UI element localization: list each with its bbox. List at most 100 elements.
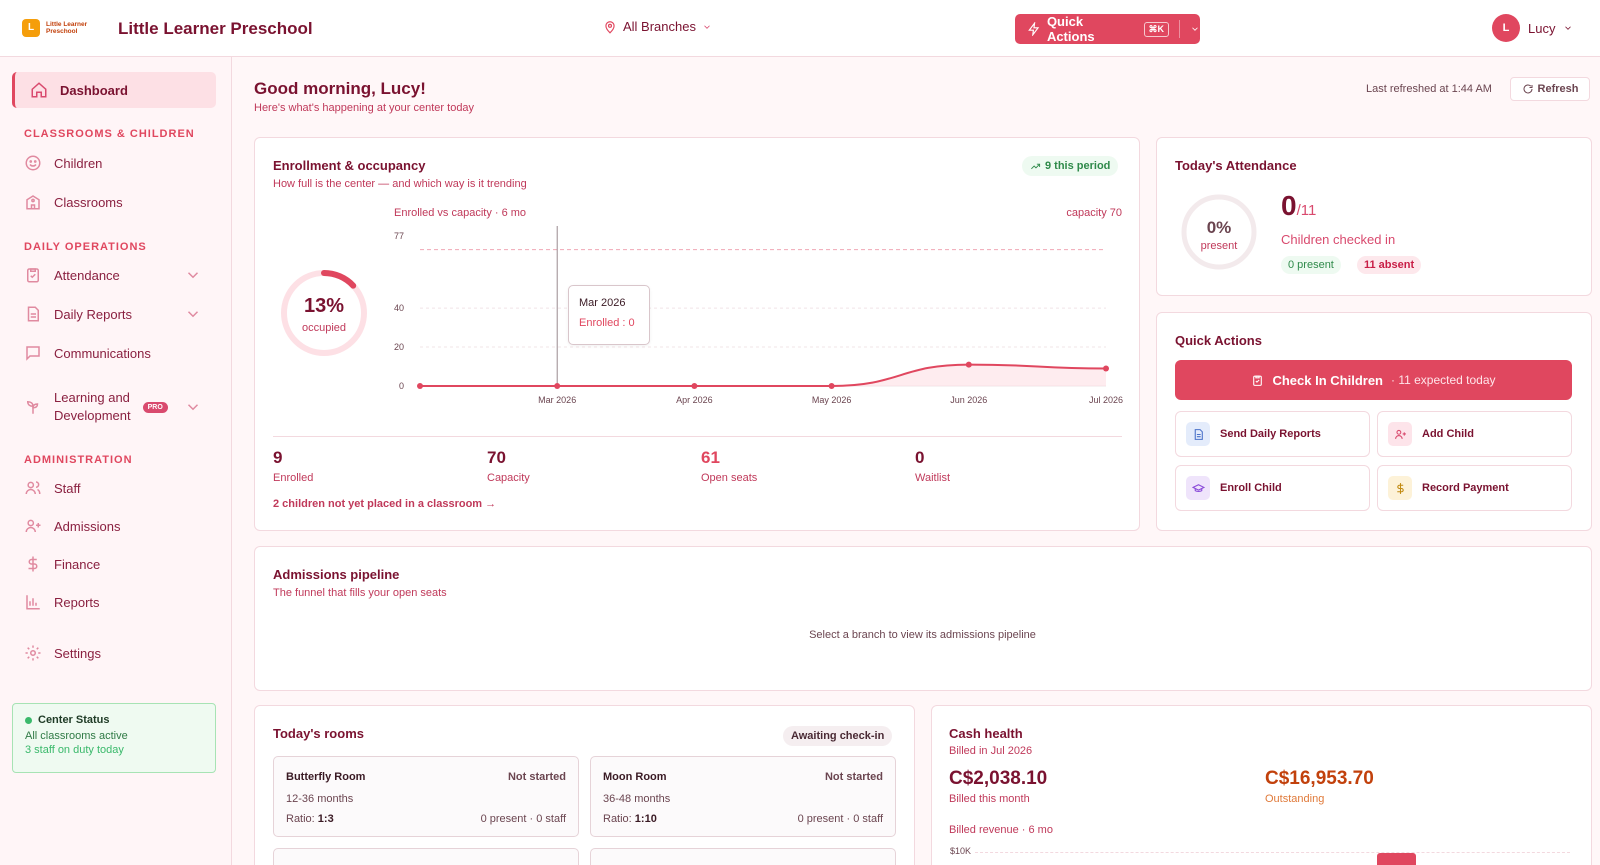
occupancy-percent: 13% — [303, 295, 345, 317]
room-count: 0 present · 0 staff — [480, 813, 566, 825]
sidebar-item-label: Admissions — [54, 518, 121, 534]
sidebar-item-label: Communications — [54, 345, 151, 361]
capacity-caption: capacity 70 — [1066, 207, 1122, 219]
chevron-down-icon[interactable] — [184, 398, 202, 416]
tooltip-title: Mar 2026 — [579, 297, 626, 309]
page-subtitle: Here's what's happening at your center t… — [254, 102, 475, 114]
refresh-button[interactable]: Refresh — [1510, 77, 1590, 101]
capacity-label: Capacity — [487, 472, 530, 484]
divider — [273, 436, 1122, 437]
status-badge: Awaiting check-in — [783, 726, 893, 746]
clipboard-check-icon — [1253, 375, 1263, 386]
sidebar-item-reports[interactable]: Reports — [12, 592, 216, 612]
graduation-cap-icon — [1186, 476, 1210, 500]
pipeline-empty-state: Select a branch to view its admissions p… — [809, 629, 1036, 641]
center-status-line: All classrooms active — [25, 730, 128, 742]
chevron-down-icon — [1565, 26, 1572, 30]
sidebar-item-staff[interactable]: Staff — [12, 478, 216, 498]
shortcut-hint: ⌘K — [1143, 21, 1170, 37]
series-line — [419, 363, 1107, 387]
trend-badge-label: 9 this period — [1045, 160, 1111, 172]
logo-text: Little Learner Preschool — [46, 21, 88, 35]
revenue-gridline — [975, 852, 1570, 853]
branch-label: All Branches — [623, 19, 696, 34]
room-card[interactable]: Moon Room Not started 36-48 months Ratio… — [590, 756, 896, 837]
chevron-down-icon[interactable] — [184, 266, 202, 284]
school-icon — [26, 195, 40, 210]
sidebar-item-classrooms[interactable]: Classrooms — [12, 192, 216, 212]
room-ratio: Ratio: 1:10 — [603, 813, 657, 825]
sidebar-item-children[interactable]: Children — [12, 153, 216, 173]
cash-subtitle: Billed in Jul 2026 — [949, 745, 1033, 757]
logo-icon[interactable]: L — [22, 19, 40, 37]
room-ratio: Ratio: 1:3 — [286, 813, 334, 825]
open-seats-label: Open seats — [701, 472, 758, 484]
room-status: Not started — [507, 771, 566, 783]
attendance-title: Today's Attendance — [1175, 158, 1297, 173]
x-tick-label: Mar 2026 — [538, 395, 576, 405]
present-badge: 0 present — [1281, 256, 1341, 274]
sidebar-item-admissions[interactable]: Admissions — [12, 516, 216, 536]
sidebar-item-daily-reports[interactable]: Daily Reports — [12, 304, 216, 324]
ring-track — [1181, 194, 1257, 270]
button-divider — [1179, 20, 1181, 38]
data-point — [554, 383, 561, 389]
refresh-label: Refresh — [1537, 83, 1579, 95]
revenue-caption: Billed revenue · 6 mo — [949, 824, 1053, 836]
sprout-icon — [26, 400, 39, 414]
outstanding-label: Outstanding — [1265, 793, 1325, 805]
sidebar-item-dashboard[interactable]: Dashboard — [12, 72, 216, 108]
enrollment-title: Enrollment & occupancy — [273, 158, 426, 173]
quick-actions-title: Quick Actions — [1175, 333, 1262, 348]
chart-caption: Enrolled vs capacity · 6 mo — [394, 207, 527, 219]
room-card[interactable] — [590, 848, 896, 865]
add-child-button[interactable]: Add Child — [1377, 411, 1572, 457]
section-administration: ADMINISTRATION — [24, 454, 133, 466]
sidebar-item-finance[interactable]: Finance — [12, 554, 216, 574]
trend-badge: 9 this period — [1022, 156, 1119, 176]
document-icon — [27, 306, 39, 322]
last-refreshed: Last refreshed at 1:44 AM — [1366, 83, 1492, 95]
sidebar-item-settings[interactable]: Settings — [12, 643, 216, 663]
room-card[interactable]: Butterfly Room Not started 12-36 months … — [273, 756, 579, 837]
center-status-title: Center Status — [38, 714, 110, 726]
bar-chart-icon — [26, 595, 40, 610]
document-icon — [1186, 422, 1210, 446]
trending-up-icon — [1031, 163, 1041, 169]
revenue-bar — [1377, 853, 1416, 865]
enroll-child-button[interactable]: Enroll Child — [1175, 465, 1370, 511]
quick-actions-label: Quick Actions — [1046, 14, 1095, 44]
app-title: Little Learner Preschool — [118, 19, 313, 38]
checked-in-label: Children checked in — [1281, 232, 1396, 247]
outstanding-value: C$16,953.70 — [1265, 768, 1374, 789]
user-menu[interactable]: L Lucy — [1492, 14, 1573, 42]
check-in-button[interactable]: Check In Children · 11 expected today — [1175, 360, 1572, 400]
sidebar-item-label: Reports — [54, 594, 100, 610]
sidebar-item-label: Attendance — [54, 267, 120, 283]
branch-selector[interactable]: All Branches — [603, 19, 712, 34]
occupancy-label: occupied — [301, 322, 347, 334]
sidebar-item-learning[interactable]: Learning and Development PRO — [12, 387, 216, 427]
x-tick-label: May 2026 — [812, 395, 852, 405]
sidebar-item-communications[interactable]: Communications — [12, 343, 216, 363]
sidebar-item-label: Staff — [54, 480, 81, 496]
billed-label: Billed this month — [949, 793, 1030, 805]
record-payment-button[interactable]: Record Payment — [1377, 465, 1572, 511]
data-point — [965, 361, 972, 368]
send-daily-reports-button[interactable]: Send Daily Reports — [1175, 411, 1370, 457]
user-plus-icon — [25, 519, 41, 533]
enrolled-value: 9 — [273, 448, 283, 467]
quick-actions-button[interactable]: Quick Actions ⌘K — [1015, 14, 1200, 44]
section-classrooms-children: CLASSROOMS & CHILDREN — [24, 128, 195, 140]
chevron-down-icon[interactable] — [1190, 24, 1200, 34]
section-daily-operations: DAILY OPERATIONS — [24, 241, 147, 253]
room-card[interactable] — [273, 848, 579, 865]
sidebar-item-attendance[interactable]: Attendance — [12, 265, 216, 285]
not-placed-link[interactable]: 2 children not yet placed in a classroom… — [273, 498, 497, 510]
ratio-label: Ratio: — [286, 813, 318, 825]
chevron-down-icon[interactable] — [184, 305, 202, 323]
checked-in-value: 0 — [1281, 190, 1297, 221]
occupancy-ring — [281, 270, 367, 356]
enrollment-subtitle: How full is the center — and which way i… — [273, 178, 527, 190]
room-age-range: 12-36 months — [286, 793, 354, 805]
